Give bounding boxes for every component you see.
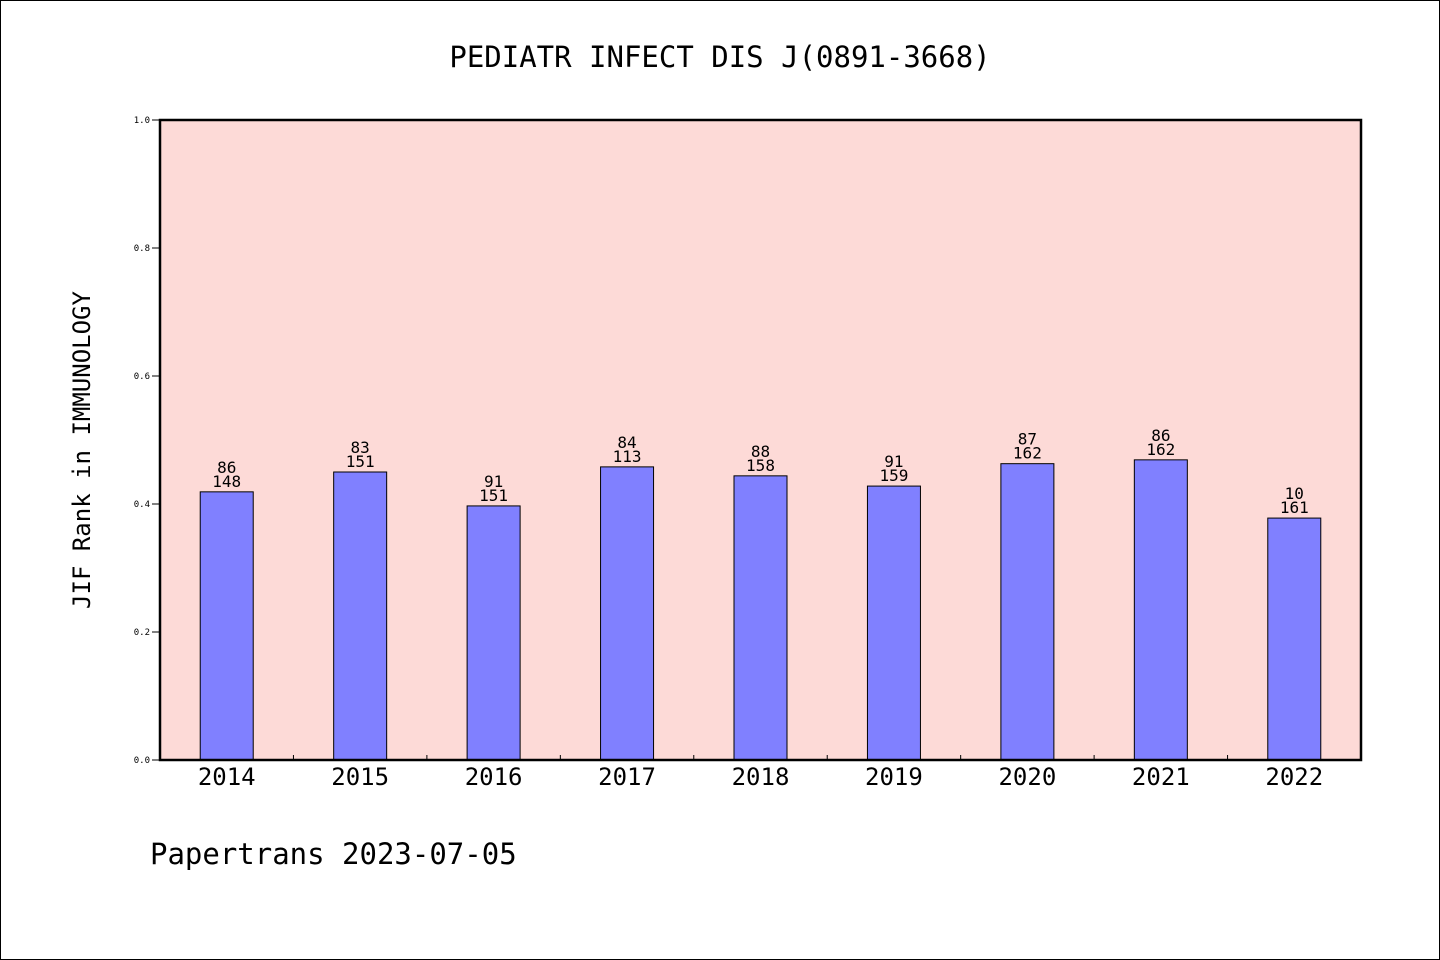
x-tick-label-2016: 2016 (465, 763, 523, 791)
y-tick-label: 0.0 (134, 756, 150, 766)
y-tick-label: 0.4 (134, 500, 150, 510)
x-tick-label-2019: 2019 (865, 763, 923, 791)
bar-2021 (1133, 459, 1188, 761)
rank-label-2019: 91 (884, 452, 903, 471)
bar-2016 (466, 505, 521, 761)
x-tick-label-2021: 2021 (1132, 763, 1190, 791)
y-tick-label: 1.0 (134, 116, 150, 126)
rank-label-2021: 86 (1151, 426, 1170, 445)
x-tick-label-2017: 2017 (598, 763, 656, 791)
rank-label-2015: 83 (351, 438, 370, 457)
total-label-2020: 162 (1013, 444, 1042, 463)
y-tick-label: 0.6 (134, 372, 150, 382)
total-label-2014: 148 (212, 472, 241, 491)
y-tick-label: 0.2 (134, 628, 150, 638)
bar-2022 (1267, 517, 1322, 761)
footer-text: Papertrans 2023-07-05 (150, 837, 517, 871)
bar-2019 (866, 485, 921, 761)
rank-label-2017: 84 (617, 433, 636, 452)
total-label-2015: 151 (346, 452, 375, 471)
bar-2017 (600, 466, 655, 761)
rank-label-2016: 91 (484, 472, 503, 491)
total-label-2016: 151 (479, 486, 508, 505)
y-axis-label: JIF Rank in IMMUNOLOGY (68, 291, 96, 609)
bar-2014 (199, 491, 254, 761)
x-tick-label-2018: 2018 (732, 763, 790, 791)
total-label-2022: 161 (1280, 498, 1309, 517)
total-label-2017: 113 (613, 447, 642, 466)
x-tick-label-2022: 2022 (1265, 763, 1323, 791)
x-tick-label-2015: 2015 (331, 763, 389, 791)
rank-label-2020: 87 (1018, 430, 1037, 449)
y-tick-label: 0.8 (134, 244, 150, 254)
rank-label-2018: 88 (751, 442, 770, 461)
plot-border (158, 118, 1363, 762)
bar-2015 (333, 471, 388, 761)
x-tick-label-2020: 2020 (998, 763, 1056, 791)
total-label-2021: 162 (1146, 440, 1175, 459)
total-label-2018: 158 (746, 456, 775, 475)
bar-2018 (733, 475, 788, 761)
bar-2020 (1000, 463, 1055, 761)
rank-label-2014: 86 (217, 458, 236, 477)
total-label-2019: 159 (879, 466, 908, 485)
rank-label-2022: 10 (1285, 484, 1304, 503)
x-tick-label-2014: 2014 (198, 763, 256, 791)
chart-title: PEDIATR INFECT DIS J(0891-3668) (449, 40, 990, 74)
